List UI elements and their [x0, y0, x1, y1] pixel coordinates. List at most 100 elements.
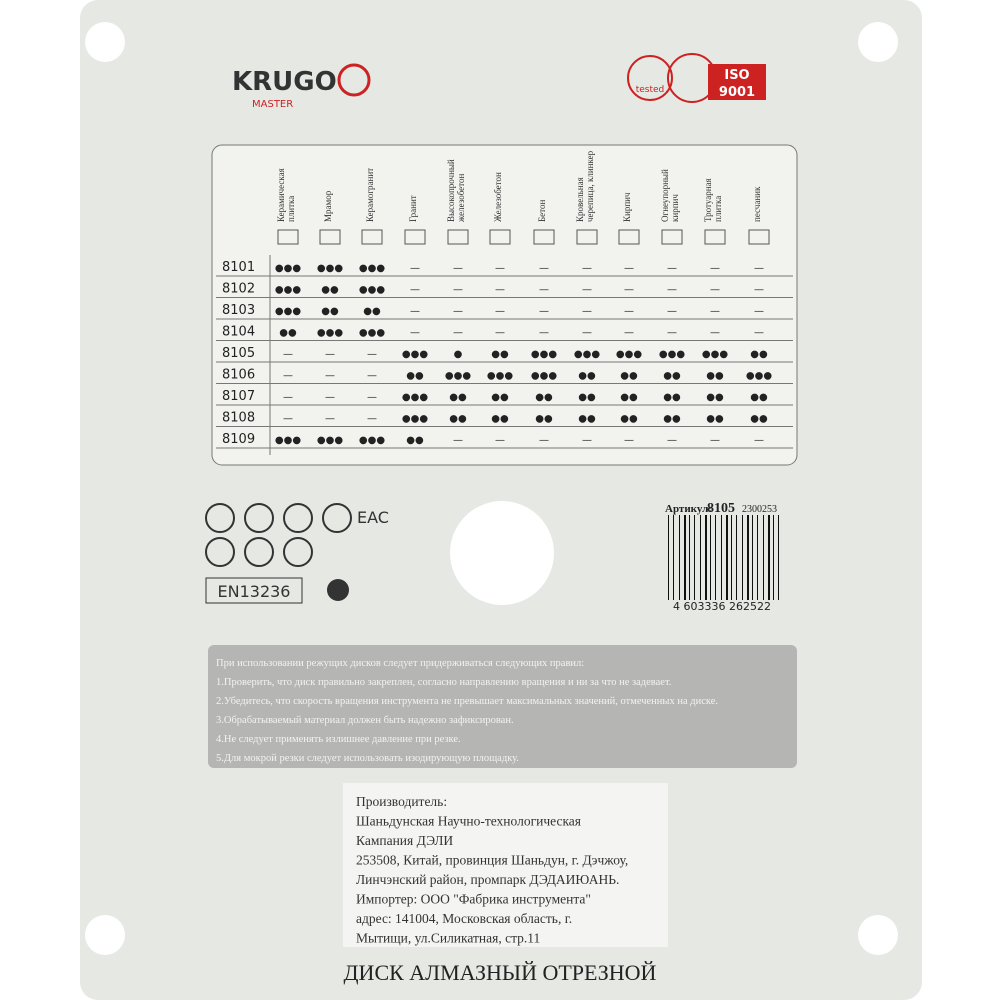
- cell: —: [667, 328, 677, 339]
- column-header: Кровельная: [575, 177, 585, 222]
- badge: [627, 55, 673, 101]
- cell: ●●: [491, 349, 509, 360]
- cell: —: [667, 263, 677, 274]
- cell: —: [754, 435, 764, 446]
- bar: [689, 515, 690, 600]
- rule-line: 4.Не следует применять излишнее давление…: [216, 734, 461, 745]
- material-icon: [447, 229, 469, 245]
- bar: [673, 515, 674, 600]
- table-box: [211, 144, 798, 466]
- cell: —: [539, 435, 549, 446]
- cell: ●●: [620, 392, 638, 403]
- cell: —: [410, 306, 420, 317]
- cell: —: [667, 306, 677, 317]
- rule-line: 1.Проверить, что диск правильно закрепле…: [216, 677, 671, 688]
- standard-box: [205, 577, 303, 604]
- bar: [742, 515, 743, 600]
- cell: —: [710, 435, 720, 446]
- column-header: Бетон: [537, 200, 547, 222]
- column-header: Огнеупорный: [660, 169, 670, 222]
- cell: —: [582, 306, 592, 317]
- bar: [736, 515, 737, 600]
- cell: —: [624, 306, 634, 317]
- rule-line: 2.Убедитесь, что скорость вращения инстр…: [216, 696, 718, 707]
- ppe-icon: [322, 503, 352, 533]
- cell: ●●●: [402, 392, 428, 403]
- standard: EN13236: [218, 582, 291, 601]
- material-icon: [704, 229, 726, 245]
- safety-icons: [205, 503, 352, 567]
- cell: —: [624, 328, 634, 339]
- cell: ●●: [578, 392, 596, 403]
- material-icon: [319, 229, 341, 245]
- ppe-icon: [244, 537, 274, 567]
- cell: —: [453, 435, 463, 446]
- cell: ●●: [279, 328, 297, 339]
- row-code: 8105: [222, 346, 255, 361]
- cell: ●●●: [359, 435, 385, 446]
- cell: ●●●: [659, 349, 685, 360]
- bar: [726, 515, 728, 600]
- cell: ●●: [449, 414, 467, 425]
- cell: —: [410, 285, 420, 296]
- column-header: песчаник: [752, 186, 762, 222]
- column-header: Керамогранит: [365, 168, 375, 222]
- cell: ●●●: [402, 349, 428, 360]
- cell: ●●●: [574, 349, 600, 360]
- material-icon: [748, 229, 770, 245]
- cell: —: [710, 328, 720, 339]
- cell: —: [283, 414, 293, 425]
- recycle: [327, 579, 349, 601]
- cell: ●●●: [487, 371, 513, 382]
- cell: —: [410, 263, 420, 274]
- cell: —: [667, 435, 677, 446]
- cell: ●●: [750, 414, 768, 425]
- cell: —: [495, 285, 505, 296]
- cell: —: [710, 263, 720, 274]
- maker-line: адрес: 141004, Московская область, г.: [356, 911, 572, 926]
- cell: ●●●: [531, 349, 557, 360]
- cell: —: [453, 306, 463, 317]
- cell: —: [582, 328, 592, 339]
- material-icon: [661, 229, 683, 245]
- center-hole: [450, 501, 554, 605]
- cell: ●●●: [317, 435, 343, 446]
- row-code: 8109: [222, 432, 255, 447]
- column-header: Керамическая: [276, 168, 286, 222]
- maker-line: 253508, Китай, провинция Шаньдун, г. Дэч…: [356, 853, 628, 868]
- cell: ●●: [578, 371, 596, 382]
- bar: [715, 515, 716, 600]
- cell: ●●●: [359, 285, 385, 296]
- cell: —: [283, 371, 293, 382]
- cell: —: [710, 306, 720, 317]
- row-code: 8108: [222, 411, 255, 426]
- cell: ●●●: [275, 263, 301, 274]
- cell: —: [453, 328, 463, 339]
- cell: ●●●: [275, 435, 301, 446]
- column-header: Мрамор: [323, 190, 333, 222]
- cell: ●●: [321, 306, 339, 317]
- cell: —: [410, 328, 420, 339]
- badge-tested: tested: [636, 85, 665, 95]
- material-icon: [576, 229, 598, 245]
- cell: ●●●: [402, 414, 428, 425]
- bar: [684, 515, 686, 600]
- cell: ●●: [750, 349, 768, 360]
- material-icon: [533, 229, 555, 245]
- ppe-icon: [283, 503, 313, 533]
- cell: —: [539, 285, 549, 296]
- cell: —: [754, 306, 764, 317]
- iso-box: [708, 64, 766, 100]
- cell: —: [367, 349, 377, 360]
- cell: ●: [454, 349, 463, 360]
- material-icon: [618, 229, 640, 245]
- article-label: Артикул:: [665, 503, 712, 515]
- cell: —: [367, 414, 377, 425]
- logo: KRUGO: [232, 67, 337, 97]
- column-header: Высокопрочный: [446, 159, 456, 222]
- row-code: 8107: [222, 389, 255, 404]
- bar: [763, 515, 764, 600]
- cell: ●●: [406, 435, 424, 446]
- cell: ●●: [663, 414, 681, 425]
- maker-line: Импортер: ООО "Фабрика инструмента": [356, 892, 591, 907]
